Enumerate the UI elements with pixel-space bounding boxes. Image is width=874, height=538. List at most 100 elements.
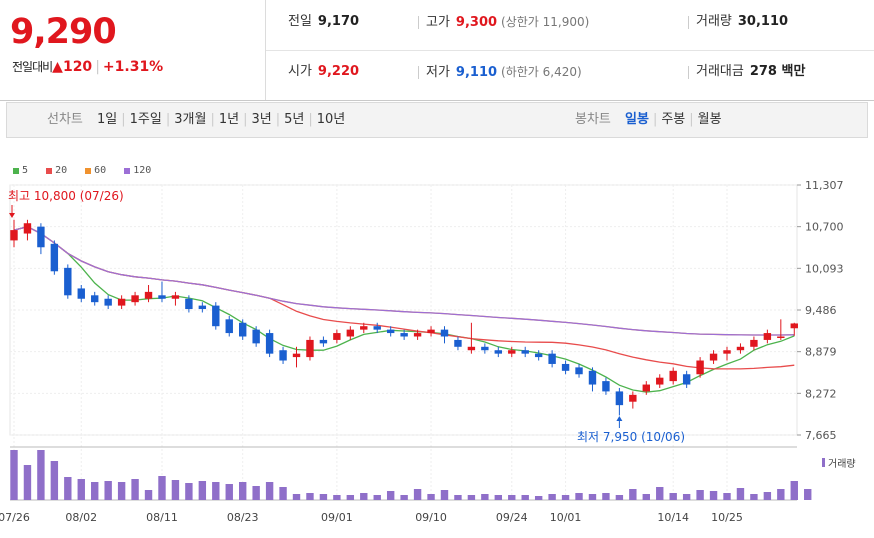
volume-bar xyxy=(212,482,220,500)
candle-body xyxy=(212,305,220,327)
candle-body xyxy=(723,350,731,354)
quote-panel: 9,290 전일대비▲120 | +1.31% 전일 9,170 고가 9,300 (상한… xyxy=(0,0,874,101)
price-change: 전일대비▲120 | +1.31% xyxy=(12,59,164,75)
volume-bar xyxy=(360,493,368,500)
low-arrowhead-icon xyxy=(616,416,623,421)
y-tick-label: 7,665 xyxy=(805,429,837,442)
ma-line-60 xyxy=(13,226,795,336)
x-tick-label: 08/23 xyxy=(227,511,259,524)
volume-bar xyxy=(171,480,180,500)
volume-bar xyxy=(454,495,462,500)
candle-body xyxy=(615,391,624,406)
candle-body xyxy=(629,394,637,402)
candle-body xyxy=(696,360,704,375)
candle-body xyxy=(790,323,798,329)
volume-bar xyxy=(400,495,408,500)
candle-body xyxy=(306,339,314,358)
candle-body xyxy=(319,339,328,344)
ma-line-120 xyxy=(13,226,795,336)
candle-body xyxy=(360,326,368,330)
legend-ma120: 120 xyxy=(124,165,151,176)
volume-bar xyxy=(696,490,704,500)
candle-body xyxy=(642,384,650,392)
volume-bar xyxy=(790,481,798,500)
volume-bar xyxy=(709,491,718,500)
tab-daily[interactable]: 일봉 xyxy=(625,112,649,127)
candle-body xyxy=(185,298,193,310)
volume-bar xyxy=(494,495,503,500)
candle-body xyxy=(50,243,59,272)
candle-body xyxy=(91,295,99,303)
x-tick-label: 10/14 xyxy=(657,511,689,524)
volume-bar xyxy=(548,494,556,500)
volume-bar xyxy=(481,494,489,500)
price-box: 9,290 전일대비▲120 | +1.31% xyxy=(0,0,266,100)
volume-label: 거래량 xyxy=(828,458,856,470)
y-tick-label: 8,272 xyxy=(805,387,837,400)
candle-body xyxy=(467,346,476,351)
candle-body xyxy=(682,374,691,385)
volume-bar xyxy=(306,493,314,500)
volume-bar xyxy=(64,477,72,500)
y-tick-label: 9,486 xyxy=(805,304,837,317)
candle-body xyxy=(575,367,583,375)
candle-body xyxy=(400,333,408,337)
candle-body xyxy=(252,329,260,344)
candle-body xyxy=(588,370,597,385)
volume-bar xyxy=(736,488,745,500)
volume-bar xyxy=(750,494,758,500)
x-tick-label: 09/24 xyxy=(496,511,528,524)
candle-body xyxy=(64,267,72,296)
volume-bar xyxy=(508,495,516,500)
volume-bar xyxy=(763,492,772,500)
legend-ma20: 20 xyxy=(46,165,67,176)
candle-body xyxy=(144,291,153,299)
candle-body xyxy=(104,298,112,306)
candle-body xyxy=(292,353,301,358)
candle-body xyxy=(656,377,664,385)
candle-body xyxy=(736,346,745,351)
line-chart-tabs: 선차트 1일 | 1주일 | 3개월 | 1년 | 3년 | 5년 | 10년 xyxy=(47,103,349,137)
x-tick-label: 09/10 xyxy=(415,511,447,524)
quote-fields: 전일 9,170 고가 9,300 (상한가 11,900) 거래량 30,110 시가… xyxy=(266,0,874,100)
candle-body xyxy=(373,326,381,330)
change-percent: +1.31% xyxy=(102,59,164,75)
up-arrow-icon: ▲ xyxy=(52,59,63,75)
volume-bar xyxy=(23,465,32,500)
volume-bar xyxy=(117,482,126,500)
change-label: 전일대비 xyxy=(12,60,53,74)
candle-body xyxy=(548,353,556,364)
tab-3month[interactable]: 3개월 xyxy=(174,112,207,127)
candle-body xyxy=(158,295,166,299)
high-annotation: 최고 10,800 (07/26) xyxy=(8,189,124,203)
tab-1year[interactable]: 1년 xyxy=(218,112,240,127)
y-tick-label: 11,307 xyxy=(805,179,844,192)
tab-weekly[interactable]: 주봉 xyxy=(661,112,686,127)
tab-monthly[interactable]: 월봉 xyxy=(697,112,722,127)
candle-body xyxy=(23,223,32,234)
x-tick-label: 10/25 xyxy=(711,511,743,524)
tab-3year[interactable]: 3년 xyxy=(251,112,272,127)
tab-1day[interactable]: 1일 xyxy=(97,112,118,127)
volume-bar xyxy=(319,494,328,500)
volume-bar xyxy=(440,490,449,500)
field-open: 시가 9,220 xyxy=(288,64,360,79)
field-low: 저가 9,110 (하한가 6,420) xyxy=(418,50,582,100)
volume-bar xyxy=(413,489,422,500)
candle-body xyxy=(279,350,287,361)
tab-5year[interactable]: 5년 xyxy=(284,112,305,127)
candle-body xyxy=(481,346,489,351)
ma-legend: 5 20 60 120 xyxy=(13,165,163,177)
candle-body xyxy=(508,350,516,354)
volume-bar xyxy=(804,489,812,500)
quote-row-1: 전일 9,170 고가 9,300 (상한가 11,900) 거래량 30,110 xyxy=(266,0,874,51)
field-prev-close: 전일 9,170 xyxy=(288,14,360,29)
candle-body xyxy=(198,305,207,310)
candle-body xyxy=(750,339,758,347)
tab-10year[interactable]: 10년 xyxy=(316,112,346,127)
ma-line-20 xyxy=(13,226,795,370)
tab-1week[interactable]: 1주일 xyxy=(129,112,162,127)
candle-body xyxy=(763,333,772,340)
y-tick-label: 10,093 xyxy=(805,262,844,275)
